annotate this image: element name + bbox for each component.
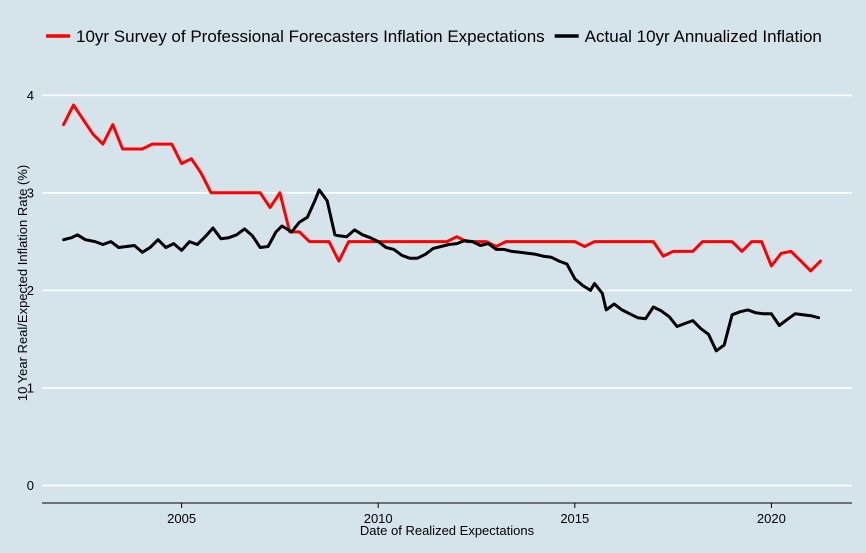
legend-label-2: Actual 10yr Annualized Inflation (585, 27, 822, 46)
legend-label-1: 10yr Survey of Professional Forecasters … (76, 27, 545, 46)
series-line-2 (62, 188, 821, 353)
x-axis-title: Date of Realized Expectations (360, 523, 535, 538)
y-tick-label: 4 (27, 88, 34, 103)
series-line-1 (62, 103, 822, 273)
x-tick-label: 2015 (560, 511, 589, 526)
y-axis-title: 10 Year Real/Expected Inflation Rate (%) (15, 165, 30, 401)
axes: 0 1 2 3 4 2005 2010 2015 2020 (27, 88, 852, 526)
x-tick-label: 2005 (167, 511, 196, 526)
x-tick-label: 2020 (757, 511, 786, 526)
gridlines (42, 94, 852, 487)
x-tick-label: 2010 (364, 511, 393, 526)
y-tick-label: 3 (27, 185, 34, 200)
y-tick-label: 0 (27, 478, 34, 493)
y-tick-label: 1 (27, 380, 34, 395)
data-series (62, 103, 822, 353)
y-tick-label: 2 (27, 283, 34, 298)
legend: 10yr Survey of Professional Forecasters … (46, 27, 822, 46)
